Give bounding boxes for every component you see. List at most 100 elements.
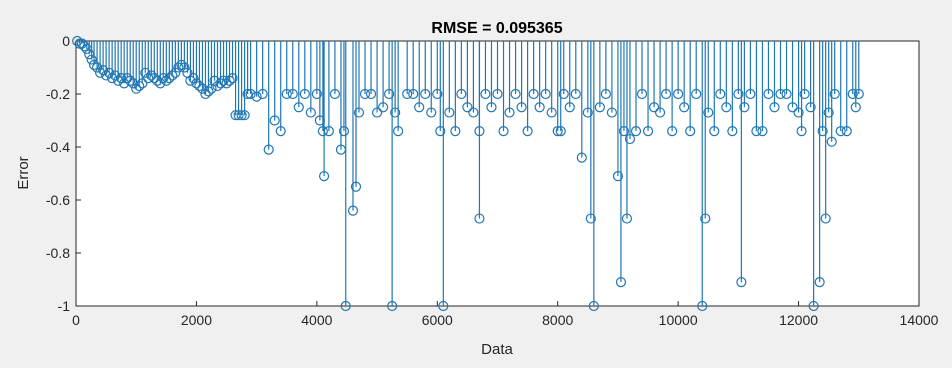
stem-marker: [636, 88, 648, 100]
stem-marker: [510, 88, 521, 100]
stem-marker: [236, 110, 247, 121]
stem-marker: [826, 136, 837, 147]
stem-marker: [736, 277, 747, 288]
stem-marker: [606, 107, 618, 118]
stem-marker: [781, 88, 792, 100]
stem-marker: [498, 126, 509, 137]
stem-marker: [796, 126, 807, 137]
stem-marker: [323, 126, 334, 137]
stem-marker: [829, 88, 840, 100]
stem-marker: [576, 152, 587, 163]
stem-marker: [793, 107, 804, 118]
stem-marker: [751, 126, 762, 137]
stem-marker: [444, 107, 455, 118]
stem-marker: [660, 88, 672, 100]
stem-marker: [739, 102, 750, 113]
stem-marker: [161, 75, 172, 86]
stem-marker: [387, 300, 398, 312]
stem-marker: [299, 88, 310, 100]
stem-marker: [564, 102, 575, 113]
stem-marker: [648, 102, 660, 113]
stem-marker: [200, 88, 211, 100]
stem-marker: [408, 88, 419, 100]
x-tick-label: 2000: [181, 312, 212, 328]
stem-marker: [823, 107, 834, 118]
stem-marker: [727, 126, 738, 137]
stem-marker: [414, 102, 425, 113]
stem-marker: [808, 300, 819, 312]
x-tick-label: 4000: [301, 312, 332, 328]
stem-marker: [365, 88, 377, 100]
stem-marker: [757, 126, 768, 137]
stem-marker: [492, 88, 503, 100]
stem-marker: [170, 67, 181, 78]
stem-marker: [257, 88, 268, 100]
stem-marker: [585, 213, 596, 224]
stem-marker: [143, 72, 154, 84]
stem-marker: [158, 72, 169, 84]
stem-marker: [456, 88, 467, 100]
stem-marker: [191, 78, 202, 89]
stem-marker: [251, 91, 262, 102]
stem-marker: [269, 115, 280, 126]
y-axis-label: Error: [15, 156, 32, 189]
stem-marker: [194, 80, 205, 92]
stem-marker: [110, 70, 121, 81]
stem-marker: [721, 102, 732, 113]
stem-marker: [835, 126, 846, 137]
stem-marker: [450, 126, 461, 137]
stem-marker: [528, 88, 539, 100]
stem-marker: [799, 88, 810, 100]
stem-marker: [667, 126, 678, 137]
stem-marker: [733, 88, 744, 100]
stem-marker: [709, 126, 720, 137]
stem-marker: [340, 300, 351, 312]
stem-marker: [474, 213, 485, 224]
stem-marker: [233, 110, 244, 121]
stem-marker: [432, 88, 443, 100]
stem-marker: [841, 126, 852, 137]
stem-marker: [745, 88, 756, 100]
stem-marker: [582, 107, 593, 118]
stem-marker: [420, 88, 431, 100]
stem-marker: [642, 126, 654, 137]
stem-marker: [113, 75, 124, 86]
stem-marker: [305, 107, 316, 118]
stem-marker: [615, 277, 627, 288]
stem-marker: [486, 102, 497, 113]
stem-marker: [224, 75, 235, 86]
stem-marker: [384, 88, 395, 100]
stem-marker: [504, 107, 515, 118]
stem-marker: [621, 213, 633, 224]
stem-marker: [146, 70, 157, 81]
stem-marker: [134, 80, 145, 92]
stem-marker: [703, 107, 714, 118]
stem-marker: [359, 88, 371, 100]
y-tick-label: -0.4: [46, 139, 70, 155]
stem-marker: [137, 78, 148, 89]
stem-marker: [275, 126, 286, 137]
stem-marker: [176, 59, 187, 70]
stem-marker: [700, 213, 711, 224]
stem-marker: [630, 126, 642, 137]
stem-marker: [691, 88, 702, 100]
y-tick-label: -0.6: [46, 192, 70, 208]
stem-marker: [555, 126, 566, 137]
stem-marker: [116, 72, 127, 84]
stem-marker: [281, 88, 292, 100]
stem-marker: [350, 181, 362, 192]
stem-marker: [390, 107, 401, 118]
stem-marker: [329, 88, 341, 100]
stem-marker: [140, 67, 151, 78]
stem-marker: [673, 88, 684, 100]
stem-marker: [86, 54, 97, 65]
axis-ticks: 0 2000 4000 6000 8000 10000 12000 14000 0 -0.2 -0.…: [46, 33, 939, 328]
stem-marker: [263, 144, 274, 155]
stem-marker: [546, 107, 557, 118]
stem-marker: [353, 107, 365, 118]
stem-marker: [179, 62, 190, 73]
stem-marker: [347, 205, 359, 216]
stem-series: [72, 35, 864, 312]
stem-marker: [155, 78, 166, 89]
stem-marker: [338, 126, 350, 137]
